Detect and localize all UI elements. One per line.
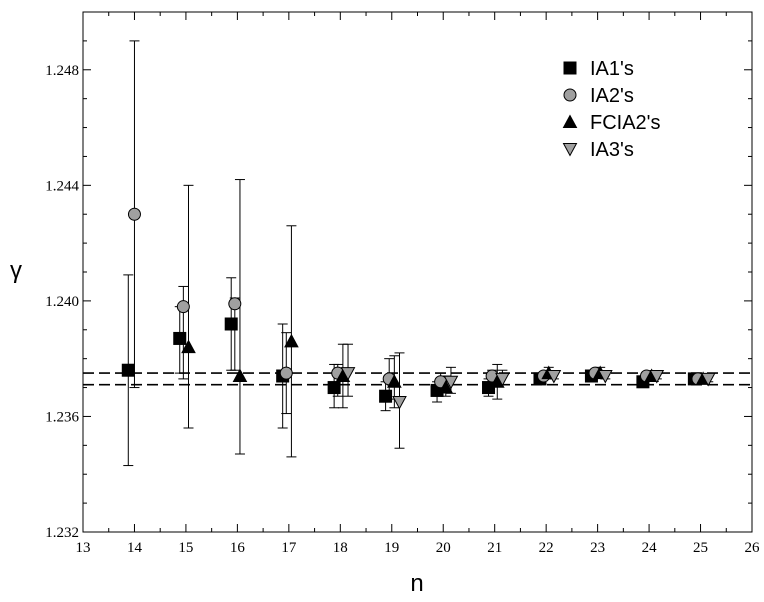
y-axis-label: γ (10, 257, 22, 284)
legend-marker-square (563, 61, 577, 75)
x-tick-label: 17 (281, 540, 297, 556)
legend-marker-triangle-up (562, 114, 578, 128)
data-point-triangle-down (546, 370, 562, 384)
y-tick-label: 1.248 (45, 63, 79, 79)
x-tick-label: 22 (539, 540, 554, 556)
x-tick-label: 26 (745, 540, 761, 556)
data-point-circle (228, 297, 242, 311)
data-point-triangle-down (495, 372, 510, 387)
x-tick-label: 13 (76, 540, 91, 556)
x-tick-label: 24 (642, 540, 658, 556)
data-point-triangle-up (387, 374, 402, 388)
data-point-triangle-up (181, 339, 196, 354)
data-markers (121, 207, 716, 410)
data-point-triangle-down (597, 370, 613, 384)
legend: IA1's IA2's FCIA2's IA3's (562, 58, 661, 161)
data-point-triangle-up (232, 368, 248, 382)
data-point-triangle-down (392, 396, 407, 410)
data-point-triangle-down (649, 370, 665, 384)
x-tick-label: 23 (590, 540, 605, 556)
x-tick-label: 20 (436, 540, 451, 556)
data-point-triangle-down (443, 375, 459, 390)
y-axis: 1.232 1.236 1.240 1.244 1.248 (45, 40, 752, 541)
data-point-triangle-up (284, 333, 299, 348)
data-point-square (327, 381, 341, 395)
data-point-circle (176, 300, 190, 314)
x-axis: 13 14 15 16 17 18 19 20 21 22 23 24 25 26 (76, 12, 761, 556)
x-axis-label: n (410, 570, 423, 597)
data-point-square (379, 389, 393, 403)
legend-marker-circle (563, 88, 577, 102)
y-tick-label: 1.244 (45, 178, 79, 194)
data-point-triangle-down (700, 372, 716, 387)
legend-label: IA3's (590, 139, 634, 161)
x-tick-label: 19 (384, 540, 399, 556)
data-point-triangle-up (438, 380, 454, 394)
data-point-square (121, 363, 135, 377)
legend-label: FCIA2's (590, 112, 661, 134)
x-tick-label: 16 (230, 540, 246, 556)
y-tick-label: 1.232 (45, 525, 79, 541)
data-point-circle (279, 366, 293, 380)
y-tick-label: 1.240 (45, 294, 79, 310)
data-point-triangle-down (340, 367, 356, 381)
x-tick-label: 18 (333, 540, 348, 556)
legend-label: IA1's (590, 58, 634, 80)
x-tick-label: 21 (487, 540, 502, 556)
legend-marker-triangle-down (562, 143, 578, 157)
x-tick-label: 25 (693, 540, 708, 556)
data-point-square (224, 317, 238, 331)
legend-label: IA2's (590, 85, 634, 107)
data-point-square (173, 331, 187, 345)
y-tick-label: 1.236 (45, 409, 79, 425)
x-tick-label: 15 (178, 540, 193, 556)
plot-frame (82, 11, 753, 533)
x-tick-label: 14 (127, 540, 143, 556)
data-point-circle (127, 207, 141, 221)
